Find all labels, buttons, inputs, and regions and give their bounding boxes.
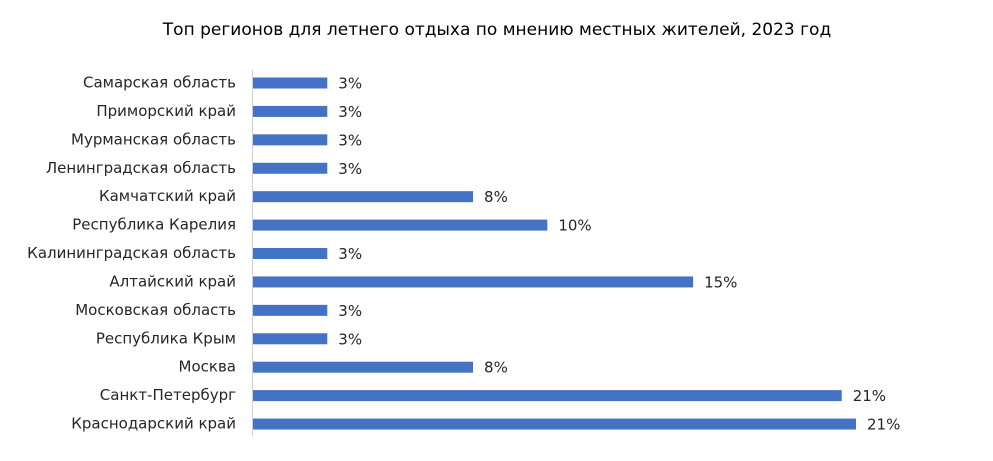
bar bbox=[253, 191, 474, 203]
value-label: 3% bbox=[338, 131, 362, 149]
category-label: Ленинградская область bbox=[46, 159, 236, 177]
bar bbox=[253, 105, 328, 117]
value-label: 3% bbox=[338, 103, 362, 121]
bar bbox=[253, 162, 328, 174]
category-label: Республика Крым bbox=[96, 329, 236, 347]
category-label: Москва bbox=[179, 358, 236, 376]
category-label: Калининградская область bbox=[27, 244, 236, 262]
category-label: Мурманская область bbox=[71, 130, 236, 148]
value-label: 21% bbox=[853, 387, 886, 405]
bar bbox=[253, 77, 328, 89]
bar bbox=[253, 304, 328, 316]
value-label: 3% bbox=[338, 330, 362, 348]
value-label: 8% bbox=[484, 359, 508, 377]
bar bbox=[253, 361, 474, 373]
bar bbox=[253, 276, 694, 288]
value-label: 3% bbox=[338, 160, 362, 178]
category-label: Самарская область bbox=[83, 74, 236, 92]
category-label: Московская область bbox=[75, 301, 236, 319]
bar bbox=[253, 418, 856, 430]
bar bbox=[253, 333, 328, 345]
category-label: Камчатский край bbox=[99, 187, 236, 205]
value-label: 15% bbox=[704, 273, 737, 291]
bar bbox=[253, 390, 842, 402]
bar bbox=[253, 219, 548, 231]
value-label: 10% bbox=[558, 217, 591, 235]
category-label: Санкт-Петербург bbox=[100, 386, 236, 404]
category-label: Республика Карелия bbox=[72, 216, 236, 234]
category-label: Краснодарский край bbox=[71, 415, 236, 433]
bar bbox=[253, 134, 328, 146]
bar bbox=[253, 248, 328, 260]
chart-title: Топ регионов для летнего отдыха по мнени… bbox=[162, 20, 831, 40]
value-label: 21% bbox=[867, 416, 900, 434]
value-label: 3% bbox=[338, 75, 362, 93]
category-label: Приморский край bbox=[96, 102, 236, 120]
category-label: Алтайский край bbox=[109, 272, 236, 290]
value-label: 3% bbox=[338, 245, 362, 263]
value-label: 3% bbox=[338, 302, 362, 320]
value-label: 8% bbox=[484, 188, 508, 206]
